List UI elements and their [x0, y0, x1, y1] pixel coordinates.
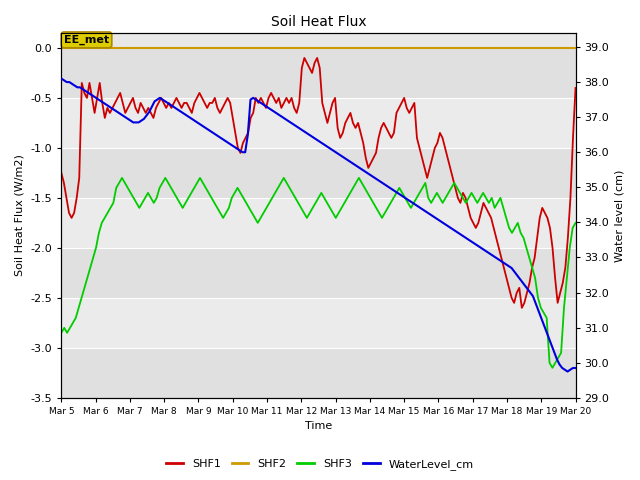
- Bar: [61, 98, 575, 148]
- Text: EE_met: EE_met: [64, 35, 109, 45]
- Y-axis label: Soil Heat Flux (W/m2): Soil Heat Flux (W/m2): [15, 155, 25, 276]
- Bar: [61, 148, 575, 198]
- Title: Soil Heat Flux: Soil Heat Flux: [271, 15, 366, 29]
- Bar: [61, 48, 575, 98]
- Bar: [61, 298, 575, 348]
- Bar: [61, 348, 575, 398]
- X-axis label: Time: Time: [305, 421, 332, 432]
- Bar: [61, 198, 575, 248]
- Legend: SHF1, SHF2, SHF3, WaterLevel_cm: SHF1, SHF2, SHF3, WaterLevel_cm: [162, 455, 478, 474]
- Bar: [61, 248, 575, 298]
- Y-axis label: Water level (cm): Water level (cm): [615, 169, 625, 262]
